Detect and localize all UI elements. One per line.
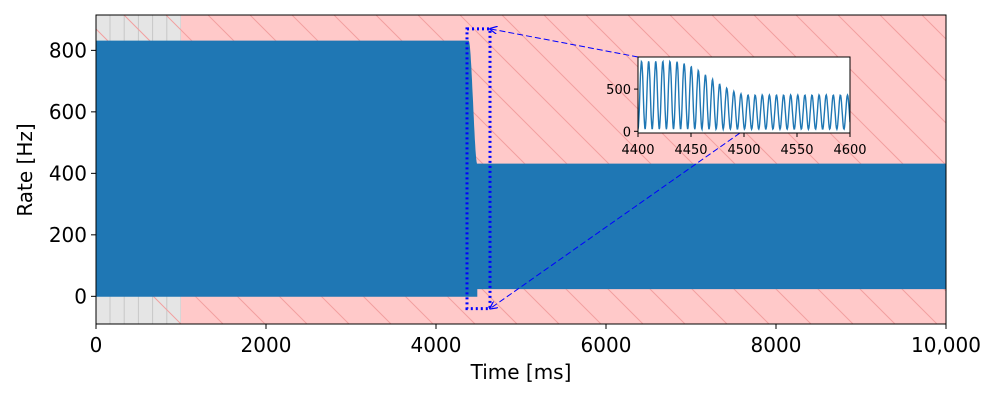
y-tick-label: 400 bbox=[49, 161, 87, 185]
inset-oscillation-line bbox=[638, 59, 850, 132]
inset-y-tick-label: 500 bbox=[606, 83, 631, 98]
x-axis-label: Time [ms] bbox=[470, 360, 572, 384]
y-tick-label: 0 bbox=[74, 284, 87, 308]
inset-rate-series bbox=[638, 59, 850, 132]
x-tick-label: 6000 bbox=[581, 333, 632, 357]
y-tick-label: 800 bbox=[49, 38, 87, 62]
x-tick-label: 8000 bbox=[751, 333, 802, 357]
main-plot-area: 0 2000 4000 6000 8000 10,000 0 200 400 600 800 Ti… bbox=[13, 14, 981, 384]
inset-x-tick-label: 4550 bbox=[780, 143, 813, 158]
y-tick-label: 600 bbox=[49, 100, 87, 124]
y-tick-label: 200 bbox=[49, 223, 87, 247]
inset-y-tick-label: 0 bbox=[623, 125, 631, 140]
zoom-region bbox=[465, 27, 741, 311]
inset-x-tick-label: 4600 bbox=[833, 143, 866, 158]
x-tick-label: 2000 bbox=[241, 333, 292, 357]
y-axis: 0 200 400 600 800 bbox=[49, 38, 96, 308]
inset-x-axis: 4400 4450 4500 4550 4600 bbox=[621, 133, 867, 158]
zoom-box bbox=[465, 27, 492, 311]
inset-x-tick-label: 4450 bbox=[674, 143, 707, 158]
inset-y-axis: 0 500 bbox=[606, 83, 638, 140]
x-tick-label: 0 bbox=[90, 333, 103, 357]
zoom-connector-top bbox=[490, 29, 639, 58]
plot-frame bbox=[95, 14, 947, 325]
y-axis-label: Rate [Hz] bbox=[13, 123, 37, 216]
inset-x-tick-label: 4400 bbox=[621, 143, 654, 158]
x-tick-label: 4000 bbox=[411, 333, 462, 357]
oscillation-band bbox=[96, 40, 946, 297]
x-axis: 0 2000 4000 6000 8000 10,000 bbox=[90, 324, 981, 357]
zoom-connector-bottom bbox=[490, 132, 741, 309]
x-tick-label: 10,000 bbox=[911, 333, 981, 357]
inset-x-tick-label: 4500 bbox=[727, 143, 760, 158]
rate-series bbox=[96, 40, 946, 297]
inset-plot: 4400 4450 4500 4550 4600 0 500 bbox=[606, 56, 867, 158]
